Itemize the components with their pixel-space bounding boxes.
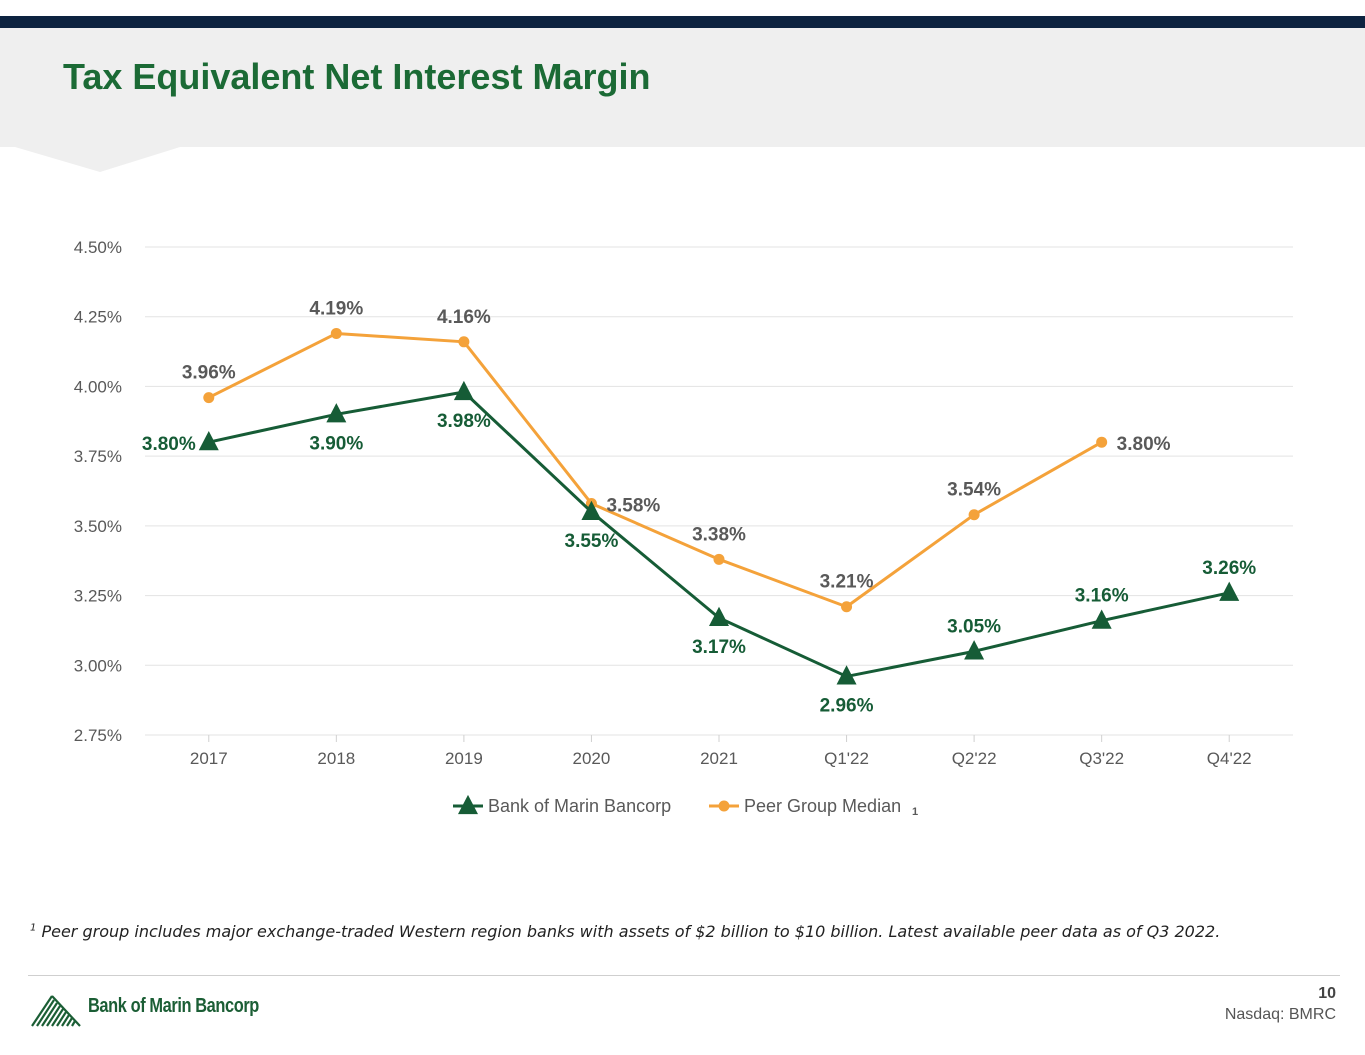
series-line: [208, 331, 1103, 609]
net-interest-margin-chart: 2.75% 3.00% 3.25% 3.50% 3.75% 4.00% 4.25% 4.50%…: [74, 238, 1293, 818]
data-point: [836, 665, 857, 685]
x-tick-label: Q1'22: [824, 749, 869, 768]
data-label: 3.17%: [692, 637, 746, 658]
y-tick-label: 3.00%: [74, 656, 122, 675]
data-label: 3.54%: [947, 480, 1001, 501]
footnote: 1 Peer group includes major exchange-tra…: [30, 922, 1220, 941]
data-point: [203, 392, 215, 404]
data-point: [841, 601, 853, 613]
footer-divider: [28, 975, 1340, 976]
data-point: [964, 640, 985, 660]
data-point: [1219, 581, 1240, 601]
x-tick-label: 2021: [700, 749, 738, 768]
data-point: [198, 431, 219, 451]
top-bar: [0, 16, 1365, 28]
data-label: 3.55%: [565, 531, 619, 552]
legend-label-bank: Bank of Marin Bancorp: [488, 796, 671, 816]
x-tick-label: Q2'22: [952, 749, 997, 768]
y-tick-label: 4.25%: [74, 308, 122, 327]
data-label: 3.80%: [142, 434, 196, 455]
data-point: [581, 500, 602, 521]
y-tick-label: 2.75%: [74, 726, 122, 745]
legend-marker-bank: [458, 794, 478, 815]
footnote-text: Peer group includes major exchange-trade…: [41, 922, 1221, 941]
company-logo: Bank of Marin Bancorp: [30, 990, 270, 1030]
data-point: [713, 553, 725, 565]
x-tick-label: 2017: [190, 749, 228, 768]
data-label: 3.90%: [309, 433, 363, 454]
data-label: 4.16%: [437, 307, 491, 328]
legend-marker-peer: [718, 800, 730, 812]
legend-label-peer: Peer Group Median: [744, 796, 901, 816]
data-point: [1096, 436, 1108, 448]
page-title: Tax Equivalent Net Interest Margin: [63, 56, 651, 97]
data-point: [330, 327, 342, 339]
data-point: [709, 606, 729, 626]
data-point: [326, 403, 347, 423]
ticker-label: Nasdaq: BMRC: [1224, 1006, 1336, 1023]
y-tick-label: 3.25%: [74, 587, 122, 606]
data-label: 3.26%: [1202, 558, 1256, 579]
data-label: 3.05%: [947, 616, 1001, 637]
footnote-marker: 1: [30, 922, 37, 934]
data-label: 2.96%: [820, 695, 874, 716]
data-point: [453, 380, 474, 401]
y-tick-label: 4.50%: [74, 238, 122, 257]
x-tick-label: 2018: [317, 749, 355, 768]
data-label: 3.38%: [692, 524, 746, 545]
y-tick-label: 4.00%: [74, 377, 122, 396]
header-band: [0, 28, 1365, 147]
x-tick-label: Q4'22: [1207, 749, 1252, 768]
data-label: 3.21%: [820, 572, 874, 593]
data-label: 3.80%: [1117, 434, 1171, 455]
logo-mountain-icon: [31, 995, 81, 1027]
data-point: [458, 336, 470, 348]
data-label: 3.16%: [1075, 586, 1129, 607]
data-label: 3.58%: [606, 496, 660, 517]
data-label: 3.98%: [437, 411, 491, 432]
y-tick-label: 3.50%: [74, 517, 122, 536]
logo-wordmark: Bank of Marin Bancorp: [88, 995, 259, 1017]
data-label: 4.19%: [309, 298, 363, 319]
header-notch: [0, 147, 180, 172]
data-label: 3.96%: [182, 363, 236, 384]
legend-footnote-marker: 1: [912, 806, 918, 818]
x-tick-label: Q3'22: [1079, 749, 1124, 768]
data-point: [968, 509, 980, 521]
page-number: 10: [1318, 985, 1336, 1002]
data-point: [1091, 609, 1112, 629]
y-tick-label: 3.75%: [74, 447, 122, 466]
x-tick-label: 2019: [445, 749, 483, 768]
x-tick-label: 2020: [573, 749, 611, 768]
